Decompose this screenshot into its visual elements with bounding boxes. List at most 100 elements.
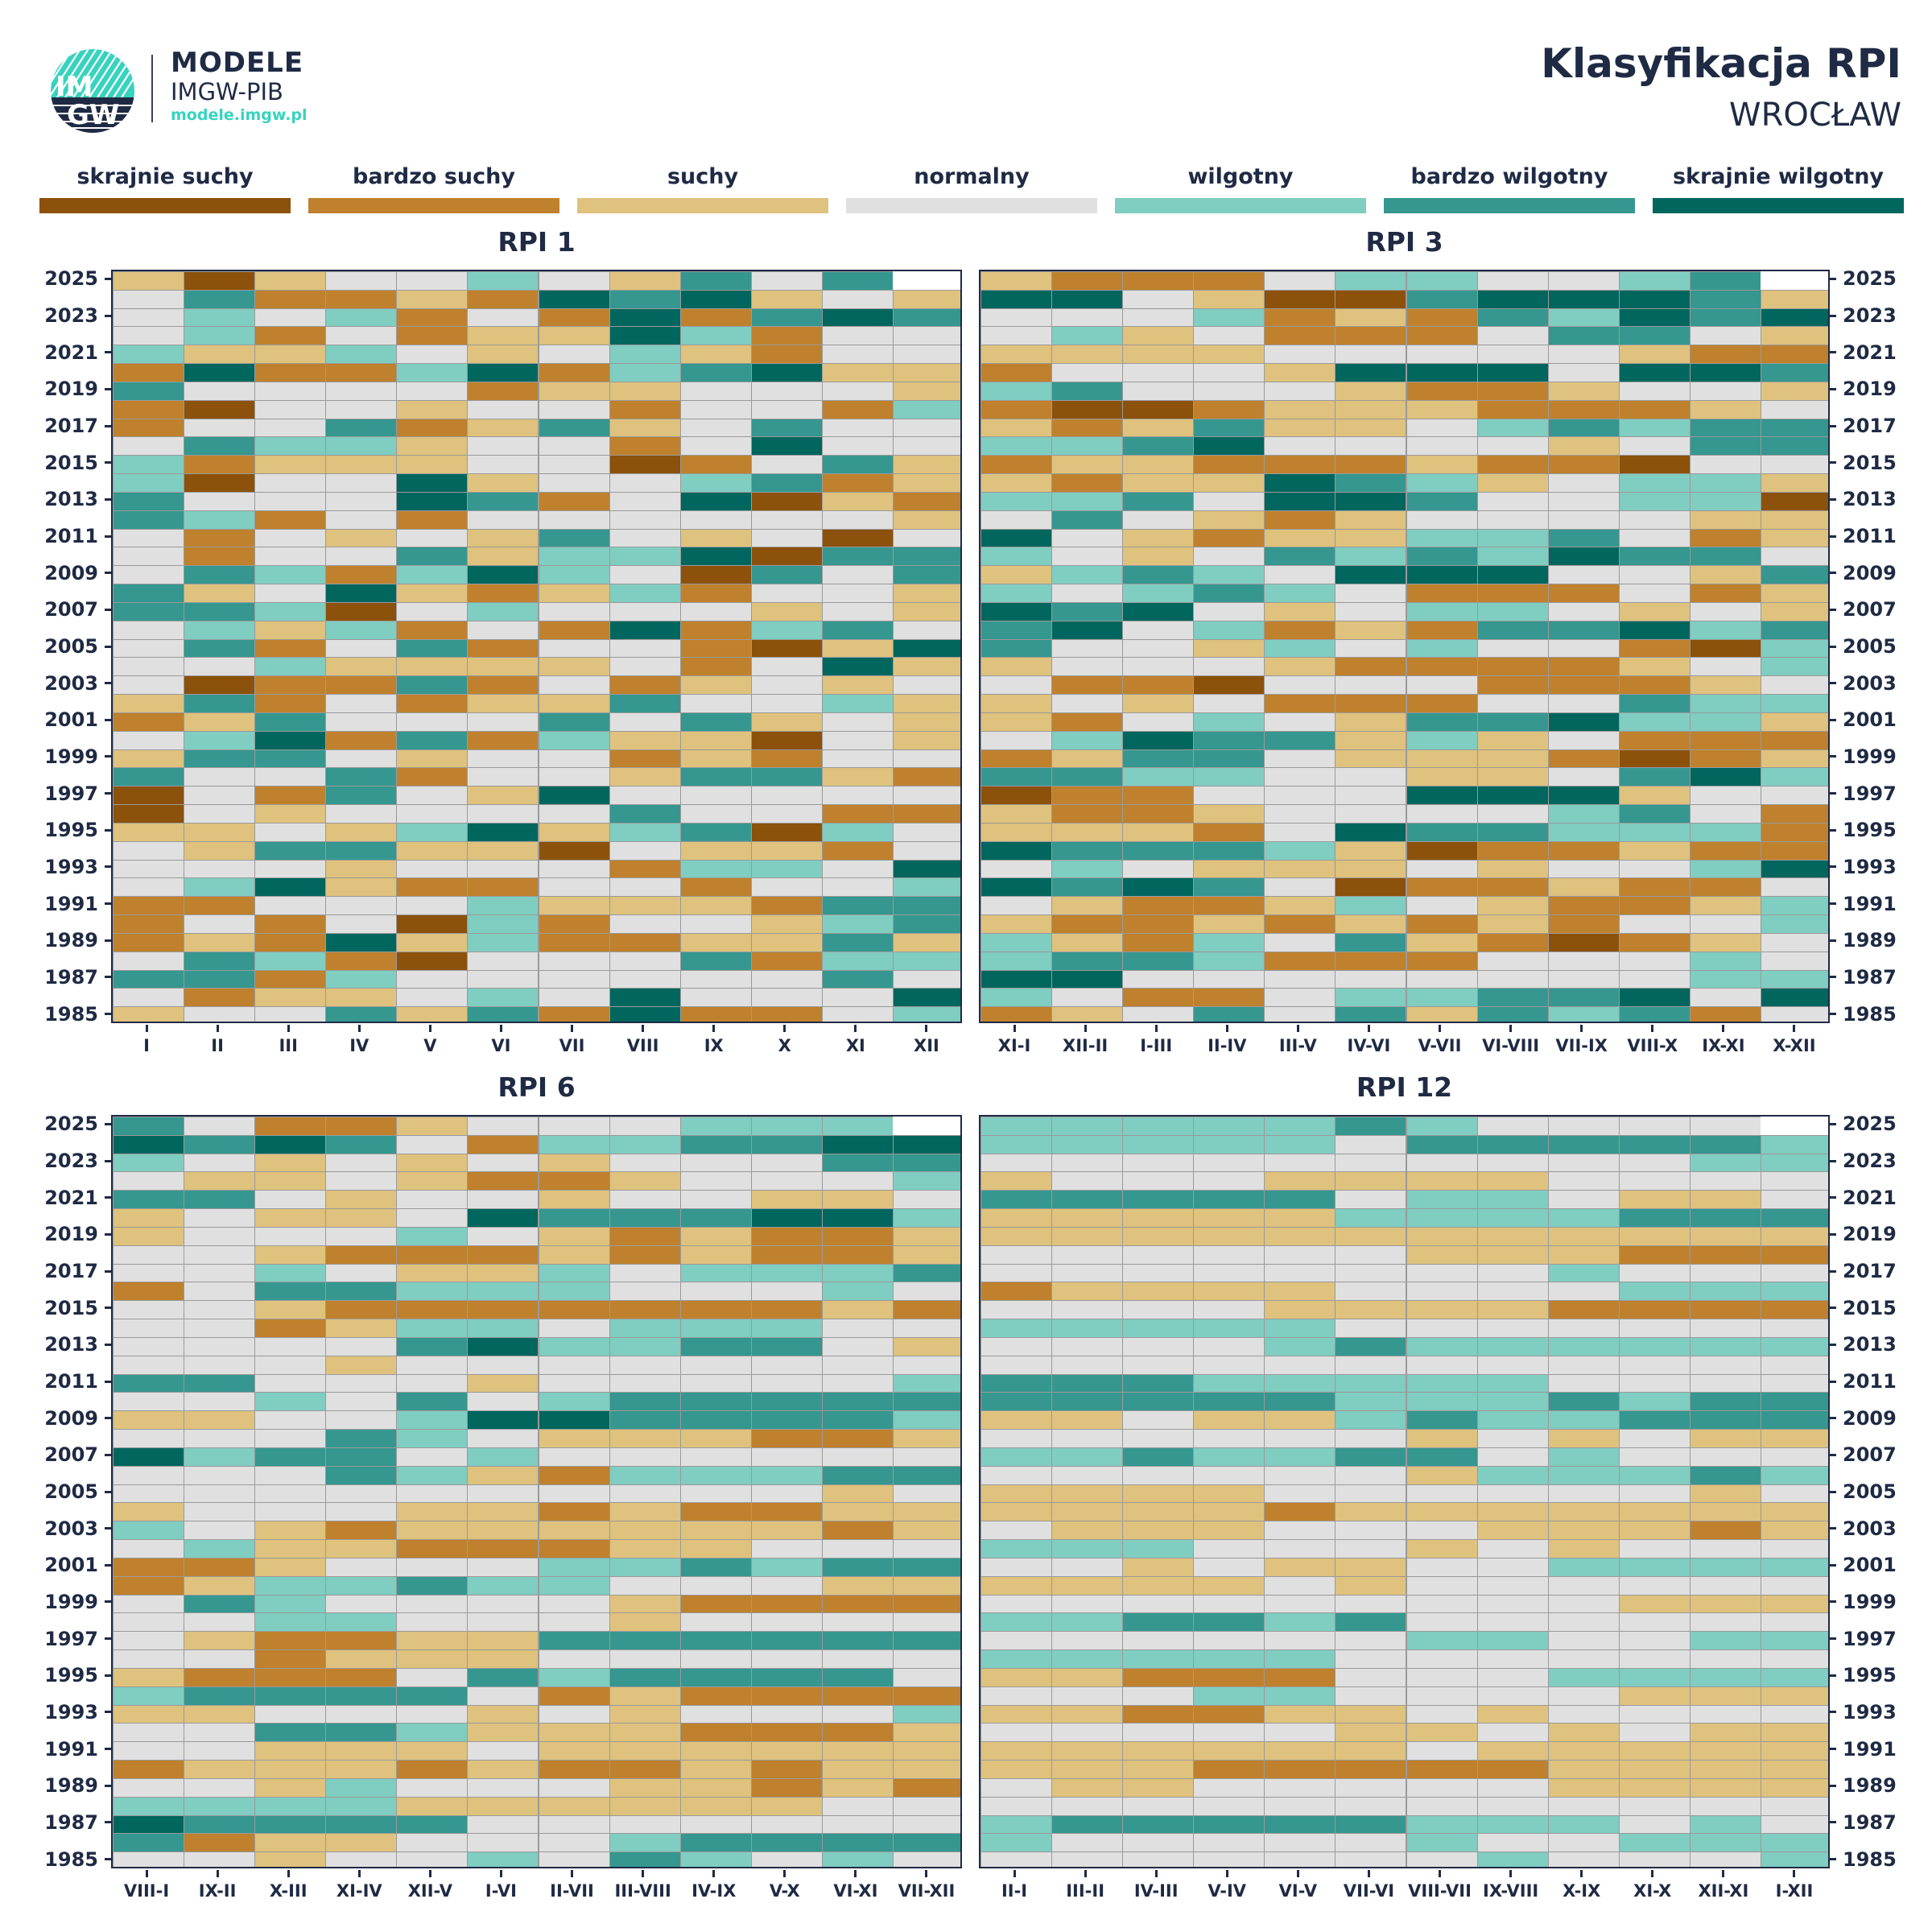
heatmap-cell xyxy=(679,1208,752,1228)
heatmap-cell xyxy=(325,399,398,419)
heatmap-cell xyxy=(1051,1686,1124,1706)
heatmap-cell xyxy=(1406,712,1478,732)
heatmap-cell xyxy=(892,1760,960,1779)
heatmap-cell xyxy=(1689,1833,1761,1853)
heatmap-cell xyxy=(1122,1631,1195,1651)
heatmap-cell xyxy=(750,528,823,548)
heatmap-cell xyxy=(396,1502,469,1522)
heatmap-cell xyxy=(1122,584,1195,603)
heatmap-cell xyxy=(821,271,894,291)
heatmap-cell xyxy=(1335,1777,1407,1798)
year-label: 1989 xyxy=(1843,929,1897,952)
heatmap-cell xyxy=(679,308,752,328)
heatmap-cell xyxy=(821,1134,894,1154)
heatmap-cell xyxy=(1051,896,1124,916)
heatmap-cell xyxy=(821,399,894,419)
heatmap-cell xyxy=(1689,1429,1761,1448)
heatmap-cell xyxy=(325,1373,398,1393)
heatmap-cell xyxy=(1618,1245,1690,1265)
heatmap-cell xyxy=(325,767,398,787)
heatmap-cell xyxy=(750,1723,823,1743)
heatmap-cell xyxy=(892,1171,960,1191)
x-tick xyxy=(1651,1870,1654,1877)
heatmap-cell xyxy=(1406,1282,1478,1302)
heatmap-cell xyxy=(1547,1667,1620,1687)
heatmap-cell xyxy=(609,822,681,842)
heatmap-cell xyxy=(184,1429,256,1448)
heatmap-cell xyxy=(184,326,256,346)
heatmap-cell xyxy=(396,528,469,548)
heatmap-cell xyxy=(1122,859,1195,879)
heatmap-cell xyxy=(1476,1777,1549,1798)
heatmap-cell xyxy=(980,1300,1053,1320)
heatmap-cell xyxy=(396,584,469,603)
heatmap-cell xyxy=(1618,418,1690,438)
heatmap-cell xyxy=(679,1117,752,1136)
heatmap-cell xyxy=(1406,988,1478,1008)
heatmap-cell xyxy=(538,1612,610,1633)
heatmap-cell xyxy=(325,804,398,824)
heatmap-cell xyxy=(1760,1484,1828,1504)
heatmap-cell xyxy=(980,436,1053,456)
heatmap-cell xyxy=(1406,694,1478,713)
heatmap-cell xyxy=(1335,694,1407,713)
x-tick xyxy=(1793,1025,1796,1032)
heatmap-cell xyxy=(821,1153,894,1173)
heatmap-cell xyxy=(980,345,1053,365)
year-label: 2003 xyxy=(1843,671,1897,695)
heatmap-cell xyxy=(892,932,960,952)
heatmap-cell xyxy=(254,510,327,530)
year-label: 2005 xyxy=(44,1480,98,1503)
heatmap-cell xyxy=(113,455,185,475)
heatmap-cell xyxy=(254,528,327,548)
heatmap-cell xyxy=(1122,767,1195,787)
legend-item: bardzo suchy xyxy=(308,161,559,213)
y-tick xyxy=(1830,1307,1836,1310)
heatmap-cell xyxy=(1547,969,1620,989)
heatmap-cell xyxy=(254,1760,327,1779)
heatmap-cell xyxy=(1264,694,1336,713)
y-tick xyxy=(1830,1637,1836,1641)
heatmap-cell xyxy=(538,1171,610,1191)
y-tick xyxy=(105,1453,111,1456)
heatmap-cell xyxy=(892,601,960,621)
heatmap-cell xyxy=(1264,1282,1336,1302)
heatmap-cell xyxy=(980,786,1053,806)
heatmap-cell xyxy=(1122,1612,1195,1633)
heatmap-cell xyxy=(1689,657,1761,677)
heatmap-cell xyxy=(254,1686,327,1706)
heatmap-cell xyxy=(113,749,185,769)
heatmap-cell xyxy=(821,1575,894,1596)
heatmap-cell xyxy=(467,1208,539,1228)
heatmap-cell xyxy=(1122,1190,1195,1210)
heatmap-cell xyxy=(1476,289,1549,309)
heatmap-cell xyxy=(1193,1649,1265,1669)
heatmap-cell xyxy=(1051,932,1124,952)
x-tick xyxy=(145,1025,148,1032)
legend-item: wilgotny xyxy=(1115,161,1366,213)
heatmap-cell xyxy=(1193,345,1265,365)
heatmap-cell xyxy=(325,1704,398,1724)
heatmap-cell xyxy=(980,1465,1053,1485)
heatmap-cell xyxy=(1476,1686,1549,1706)
heatmap-cell xyxy=(467,1704,539,1724)
heatmap-cell xyxy=(1689,1704,1761,1724)
year-label: 1999 xyxy=(1843,1590,1897,1613)
heatmap-cell xyxy=(1122,418,1195,438)
heatmap-cell xyxy=(1618,620,1690,640)
heatmap-cell xyxy=(980,1134,1053,1154)
year-label: 2005 xyxy=(1843,635,1897,658)
heatmap-cell xyxy=(396,363,469,382)
heatmap-cell xyxy=(1760,1502,1828,1522)
heatmap-cell xyxy=(980,877,1053,898)
heatmap-cell xyxy=(1122,657,1195,677)
heatmap-cell xyxy=(1264,565,1336,585)
y-tick xyxy=(1830,387,1836,390)
heatmap-cell xyxy=(396,271,469,291)
heatmap-cell xyxy=(1335,1539,1407,1558)
heatmap-cell xyxy=(750,1704,823,1724)
y-tick xyxy=(1830,535,1836,538)
heatmap-cell xyxy=(1547,896,1620,916)
heatmap-cell xyxy=(1618,1539,1690,1558)
heatmap-cell xyxy=(1122,712,1195,732)
